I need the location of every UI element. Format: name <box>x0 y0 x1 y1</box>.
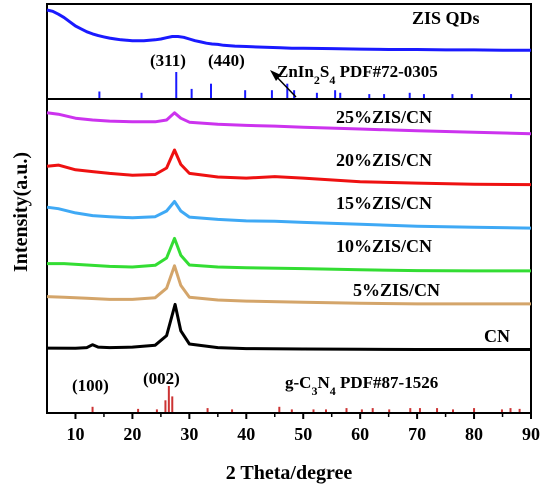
series-label-bottom-3: 10%ZIS/CN <box>336 236 432 256</box>
bottom-panel-frame <box>46 98 532 414</box>
series-line-bottom-5 <box>46 302 531 351</box>
x-axis-label: 2 Theta/degree <box>226 462 353 484</box>
series-line-top-0 <box>46 8 531 52</box>
series-label-bottom-2: 15%ZIS/CN <box>336 193 432 213</box>
series-label-top-0: ZIS QDs <box>412 8 480 28</box>
series-line-bottom-0 <box>46 111 532 136</box>
x-tick-label-3: 40 <box>237 424 255 444</box>
peak-label-100: (100) <box>72 376 109 395</box>
x-tick-label-7: 80 <box>465 424 483 444</box>
x-tick-label-6: 70 <box>408 424 426 444</box>
x-tick-label-8: 90 <box>522 424 540 444</box>
reference-label-znin2s4: ZnIn2S4 PDF#72-0305 <box>277 62 438 87</box>
series-line-bottom-4 <box>46 264 531 306</box>
reference-label-gc3n4: g-C3N4 PDF#87-1526 <box>285 373 438 398</box>
x-tick-label-4: 50 <box>294 424 312 444</box>
series-line-bottom-3 <box>47 236 531 273</box>
series-label-bottom-0: 25%ZIS/CN <box>336 107 432 127</box>
peak-label-440: (440) <box>208 51 245 70</box>
peak-label-002: (002) <box>143 369 180 388</box>
series-label-bottom-5: CN <box>484 326 510 346</box>
x-tick-label-1: 20 <box>123 424 141 444</box>
series-label-bottom-1: 20%ZIS/CN <box>336 150 432 170</box>
x-tick-label-2: 30 <box>180 424 198 444</box>
series-line-bottom-1 <box>46 148 532 187</box>
x-tick-label-0: 10 <box>66 424 84 444</box>
series-label-bottom-4: 5%ZIS/CN <box>353 280 440 300</box>
series-line-bottom-2 <box>46 200 532 230</box>
y-axis-label: Intensity(a.u.) <box>10 152 32 272</box>
peak-label-311: (311) <box>150 51 186 70</box>
arrow-head-icon <box>270 70 281 81</box>
x-tick-label-5: 60 <box>351 424 369 444</box>
